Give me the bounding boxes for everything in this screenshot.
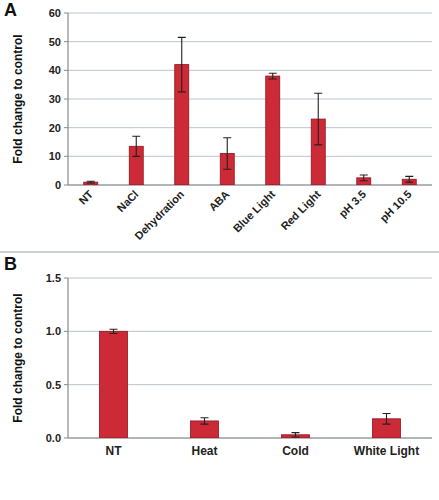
panel: 0 10 20 30 40 50 60 NT NaClDehydration ABABlue Li… [4, 0, 432, 242]
x-tick-label: White Light [354, 444, 419, 458]
y-tick-label: 10 [49, 150, 61, 162]
marks [100, 329, 401, 438]
grid-line [68, 41, 432, 42]
error-bar [314, 93, 322, 145]
grid-line [68, 185, 432, 186]
error-bar [132, 136, 140, 156]
bar [100, 331, 128, 438]
grid-line [68, 278, 432, 279]
bar [266, 76, 280, 185]
error-bar [201, 418, 209, 424]
x-tick-label: Cold [282, 444, 309, 458]
y-tick-label: 20 [49, 122, 61, 134]
x-tick-label: Dehydration [132, 188, 186, 242]
panel: 0.0 0.5 1.0 1.5 NT Heat Cold White Light Fold ch… [4, 254, 432, 458]
x-tick-label: Red Light [278, 188, 323, 233]
error-bar [383, 413, 391, 424]
y-axis-label: Fold change to control [11, 293, 25, 422]
x-tick-label: pH 10.5 [378, 188, 414, 224]
x-tick-label: ABA [206, 188, 231, 213]
y-tick-label: 1.0 [46, 325, 61, 337]
error-bar [87, 181, 95, 183]
x-tick-label: pH 3.5 [336, 188, 368, 220]
x-tick-label: NT [106, 444, 123, 458]
y-tick-label: 1.5 [46, 272, 61, 284]
x-tick-label: Blue Light [231, 188, 278, 235]
grid-line [68, 99, 432, 100]
x-tick-label: Heat [191, 444, 217, 458]
y-axis [67, 278, 68, 438]
y-tick-label: 0.5 [46, 379, 61, 391]
panel-separator [0, 251, 439, 252]
x-tick-label: NT [76, 188, 95, 207]
x-tick-label: NaCl [114, 188, 140, 214]
grid-line [68, 70, 432, 71]
figure: 0 10 20 30 40 50 60 NT NaClDehydration ABABlue Li… [0, 0, 439, 500]
error-bar [269, 73, 277, 79]
y-tick-label: 40 [49, 64, 61, 76]
marks [84, 37, 417, 185]
y-tick-label: 50 [49, 36, 61, 48]
y-tick-label: 0 [55, 179, 61, 191]
y-tick-label: 0.0 [46, 432, 61, 444]
x-axis [68, 184, 432, 185]
y-axis-label: Fold change to control [11, 34, 25, 163]
panel-label: A [4, 0, 17, 20]
y-axis [67, 13, 68, 185]
error-bar [178, 37, 186, 91]
grid-line [68, 13, 432, 14]
error-bar [360, 175, 368, 181]
grid-line [68, 127, 432, 128]
error-bar [223, 138, 231, 170]
error-bar [292, 433, 300, 437]
grid-line [68, 156, 432, 157]
y-tick-label: 60 [49, 7, 61, 19]
error-bar [405, 176, 413, 182]
panel-label: B [4, 254, 17, 274]
bar [84, 182, 98, 185]
y-tick-label: 30 [49, 93, 61, 105]
error-bar [110, 329, 118, 333]
